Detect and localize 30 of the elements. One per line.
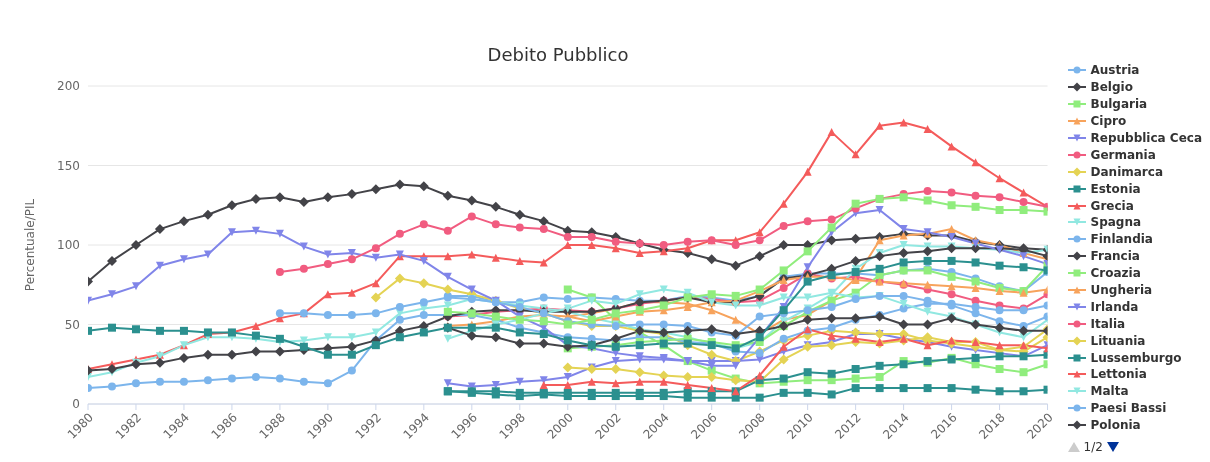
legend-label: Cipro [1090, 114, 1127, 129]
legend-label: Danimarca [1090, 164, 1163, 179]
y-tick-label: 0 [72, 397, 80, 412]
legend-label: Italia [1090, 316, 1126, 331]
chart-title: Debito Pubblico [486, 44, 630, 65]
y-axis-title: Percentuale/PIL [23, 198, 38, 292]
y-tick-label: 100 [57, 238, 80, 253]
legend-label: Estonia [1090, 181, 1141, 196]
y-tick-label: 200 [57, 79, 80, 94]
legend-label: Spagna [1090, 215, 1142, 230]
y-tick-label: 150 [57, 158, 80, 173]
legend-label: Germania [1090, 147, 1156, 162]
legend-label: Francia [1090, 249, 1140, 264]
text: 1/2 [1083, 439, 1103, 454]
legend-label: Grecia [1090, 198, 1134, 213]
legend-label: Irlanda [1090, 299, 1139, 314]
legend-label: Lituania [1090, 333, 1146, 348]
legend-label: Malta [1090, 384, 1129, 399]
legend-label: Belgio [1090, 80, 1133, 95]
legend-label: Austria [1090, 63, 1140, 78]
y-tick-label: 50 [64, 317, 80, 332]
legend-label: Lettonia [1090, 367, 1147, 382]
legend-label: Polonia [1090, 418, 1141, 433]
legend-label: Lussemburgo [1090, 350, 1182, 365]
legend-label: Paesi Bassi [1090, 401, 1167, 416]
legend-label: Finlandia [1090, 232, 1153, 247]
legend-label: Ungheria [1090, 283, 1153, 298]
legend-label: Repubblica Ceca [1090, 131, 1202, 145]
legend-label: Bulgaria [1090, 97, 1148, 112]
legend-label: Croazia [1090, 266, 1141, 281]
